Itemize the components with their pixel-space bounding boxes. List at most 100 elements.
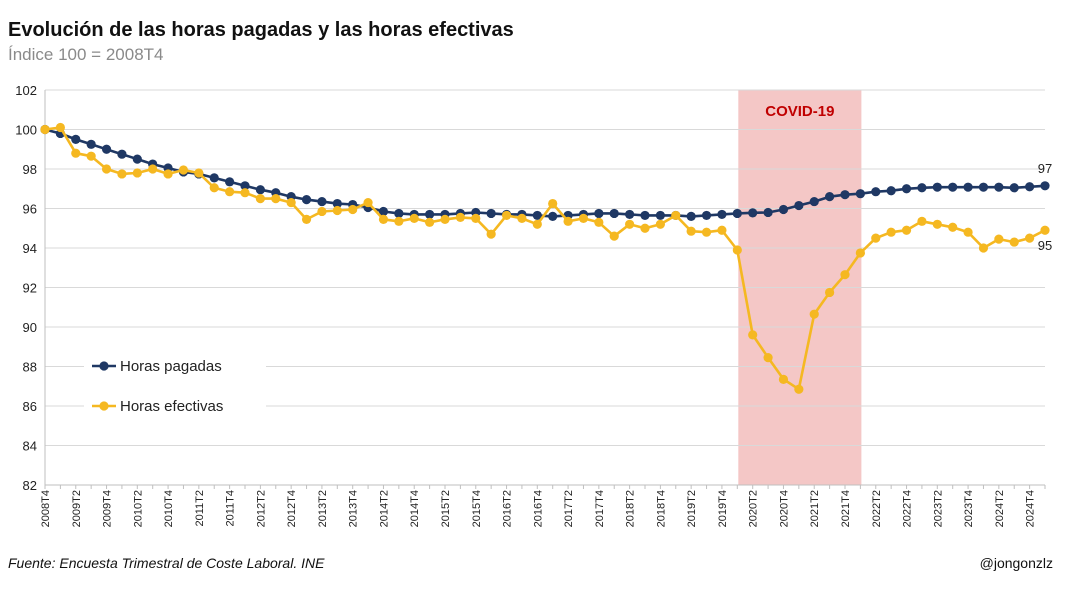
data-point: [101, 144, 112, 154]
data-point: [532, 210, 542, 221]
data-point: [178, 165, 189, 175]
data-point: [625, 209, 635, 220]
y-tick-label: 94: [23, 241, 37, 256]
data-point: [917, 183, 927, 193]
y-tick-label: 98: [23, 162, 37, 177]
data-point: [825, 287, 835, 298]
data-point: [517, 213, 527, 223]
x-tick-label: 2021T4: [840, 490, 852, 527]
data-point: [609, 231, 619, 241]
data-point: [778, 204, 789, 215]
series-lines: [40, 122, 1050, 394]
data-point: [225, 177, 235, 187]
data-point: [763, 353, 773, 363]
legend-label: Horas pagadas: [120, 358, 222, 375]
data-point: [332, 198, 342, 209]
covid-label: COVID-19: [765, 103, 834, 120]
x-tick-label: 2010T4: [163, 490, 175, 527]
axes: [44, 90, 1046, 489]
y-tick-label: 92: [23, 281, 37, 296]
y-tick-label: 100: [15, 123, 37, 138]
data-point: [209, 183, 219, 193]
data-point: [394, 208, 404, 219]
data-point: [317, 196, 327, 207]
data-point: [1040, 225, 1050, 235]
x-tick-label: 2017T2: [563, 490, 575, 527]
series-line: [44, 126, 1046, 391]
x-tick-labels: 2008T4 2009T2 2009T4 2010T2 2010T4 2011T2 2011…: [40, 490, 1037, 527]
data-point: [748, 330, 758, 340]
data-point: [471, 213, 481, 223]
x-tick-label: 2021T2: [809, 490, 821, 527]
data-point: [425, 217, 435, 227]
data-point: [886, 186, 896, 196]
x-tick-label: 2011T2: [194, 490, 206, 527]
data-point: [394, 216, 404, 226]
x-tick-label: 2023T4: [963, 490, 975, 527]
data-point: [86, 151, 96, 161]
data-point: [840, 270, 850, 280]
data-point: [163, 169, 173, 179]
data-point: [655, 210, 665, 221]
data-point: [548, 198, 558, 209]
data-point: [71, 148, 81, 158]
data-point: [855, 248, 865, 258]
data-point: [378, 214, 389, 224]
data-point: [240, 181, 250, 191]
y-tick-label: 86: [23, 399, 37, 414]
chart-subtitle: Índice 100 = 2008T4: [8, 45, 164, 64]
data-point: [101, 164, 112, 174]
x-tick-label: 2014T2: [378, 490, 390, 527]
data-point: [778, 374, 789, 384]
data-point: [871, 233, 881, 243]
legend-label: Horas efectivas: [120, 398, 223, 415]
data-point: [548, 211, 558, 221]
data-point: [701, 227, 712, 237]
x-tick-label: 2017T4: [594, 490, 606, 527]
data-point: [794, 384, 804, 394]
data-point: [255, 194, 265, 204]
x-tick-label: 2012T2: [255, 490, 267, 527]
data-point: [625, 219, 635, 229]
data-point: [55, 122, 65, 133]
y-tick-label: 96: [23, 202, 37, 217]
data-point: [286, 197, 296, 208]
data-point: [71, 134, 81, 144]
data-point: [1009, 183, 1019, 193]
data-point: [455, 212, 465, 222]
data-point: [825, 192, 835, 202]
data-point: [363, 197, 373, 208]
data-point: [686, 226, 696, 236]
data-point: [440, 214, 450, 224]
data-point: [532, 219, 542, 229]
data-point: [963, 182, 973, 192]
x-tick-label: 2019T2: [686, 490, 698, 527]
data-point: [255, 185, 265, 195]
gridlines: [45, 89, 1045, 446]
data-point: [748, 208, 758, 218]
data-point: [717, 225, 727, 235]
data-point: [594, 208, 604, 219]
end-value-label: 95: [1038, 238, 1052, 253]
data-point: [578, 213, 589, 223]
data-point: [209, 173, 219, 183]
data-point: [40, 124, 50, 135]
y-tick-label: 84: [23, 439, 37, 454]
data-point: [117, 169, 127, 179]
data-point: [271, 194, 281, 204]
y-tick-label: 102: [15, 83, 37, 98]
x-tick-label: 2018T4: [655, 490, 667, 527]
data-point: [978, 243, 989, 253]
end-labels: 97 95: [1038, 161, 1052, 253]
legend-swatch-marker: [99, 361, 109, 371]
x-tick-label: 2020T2: [748, 490, 760, 527]
data-point: [563, 216, 573, 226]
data-point: [732, 208, 742, 219]
y-tick-label: 88: [23, 360, 37, 375]
data-point: [932, 219, 942, 229]
data-point: [640, 210, 650, 221]
data-point: [640, 223, 650, 233]
x-tick-label: 2024T4: [1025, 490, 1037, 527]
data-point: [301, 195, 312, 205]
